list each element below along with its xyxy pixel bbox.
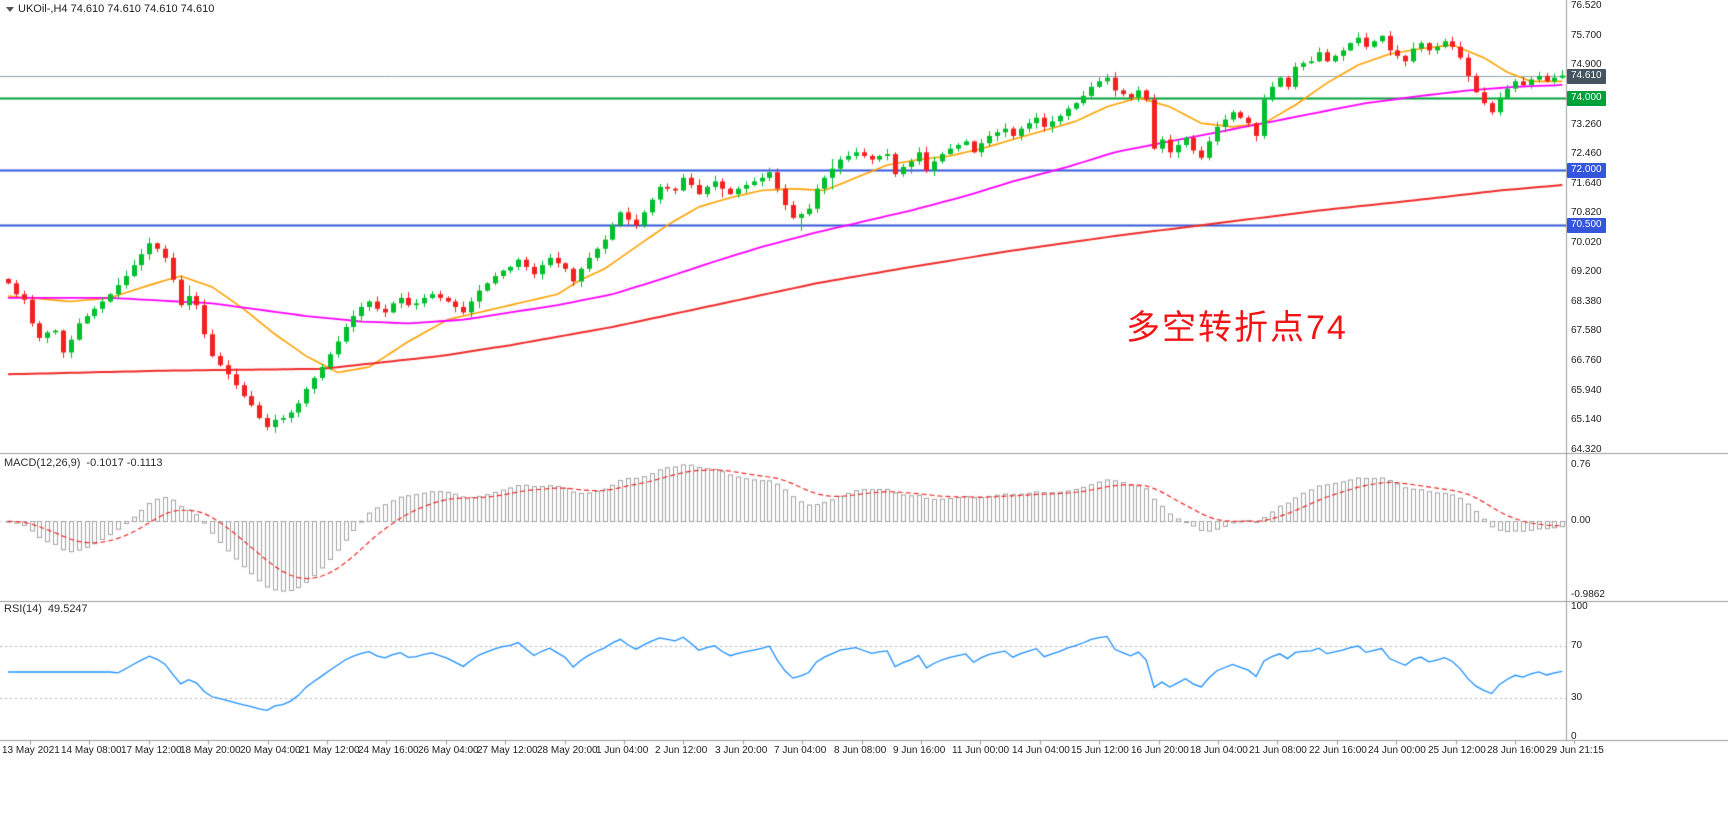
time-axis-label: 9 Jun 16:00 bbox=[893, 745, 946, 756]
time-axis-label: 20 May 04:00 bbox=[240, 745, 301, 756]
price-badge-level-72000: 72.000 bbox=[1567, 163, 1606, 178]
macd-values: -0.1017 -0.1113 bbox=[86, 457, 163, 469]
time-axis-label: 8 Jun 08:00 bbox=[834, 745, 887, 756]
time-axis-label: 17 May 12:00 bbox=[121, 745, 182, 756]
time-axis-label: 26 May 04:00 bbox=[418, 745, 479, 756]
time-axis-label: 2 Jun 12:00 bbox=[655, 745, 708, 756]
macd-axis-label: 0.00 bbox=[1571, 515, 1591, 526]
rsi-axis-label: 70 bbox=[1571, 640, 1583, 651]
time-axis-label: 27 May 12:00 bbox=[477, 745, 538, 756]
time-axis-label: 21 May 12:00 bbox=[299, 745, 360, 756]
time-axis-label: 21 Jun 08:00 bbox=[1249, 745, 1307, 756]
rsi-value: 49.5247 bbox=[47, 603, 88, 615]
macd-name: MACD(12,26,9) bbox=[4, 457, 81, 469]
time-axis-label: 22 Jun 16:00 bbox=[1309, 745, 1367, 756]
rsi-axis-label: 30 bbox=[1571, 692, 1583, 703]
price-axis-label: 67.580 bbox=[1571, 325, 1602, 336]
price-axis-label: 74.900 bbox=[1571, 59, 1602, 70]
rsi-indicator-label: RSI(14) 49.5247 bbox=[4, 603, 88, 615]
macd-axis-label: -0.9862 bbox=[1571, 589, 1605, 600]
price-axis-label: 72.460 bbox=[1571, 148, 1602, 159]
time-axis-label: 7 Jun 04:00 bbox=[774, 745, 827, 756]
price-axis-label: 65.940 bbox=[1571, 385, 1602, 396]
time-axis-label: 11 Jun 00:00 bbox=[952, 745, 1010, 756]
time-axis-label: 14 May 08:00 bbox=[61, 745, 122, 756]
price-axis-label: 66.760 bbox=[1571, 355, 1602, 366]
price-axis-label: 75.700 bbox=[1571, 30, 1602, 41]
time-axis-label: 14 Jun 04:00 bbox=[1012, 745, 1070, 756]
chart-title: UKOil-,H4 74.610 74.610 74.610 74.610 bbox=[6, 3, 214, 15]
time-axis-label: 16 Jun 20:00 bbox=[1131, 745, 1189, 756]
time-axis-label: 24 Jun 00:00 bbox=[1368, 745, 1426, 756]
time-axis-label: 29 Jun 21:15 bbox=[1546, 745, 1604, 756]
time-axis-label: 15 Jun 12:00 bbox=[1071, 745, 1129, 756]
price-axis-label: 76.520 bbox=[1571, 0, 1602, 11]
price-axis-label: 65.140 bbox=[1571, 414, 1602, 425]
chart-canvas[interactable] bbox=[0, 0, 1728, 770]
macd-indicator-label: MACD(12,26,9) -0.1017 -0.1113 bbox=[4, 457, 162, 469]
time-axis-label: 28 Jun 16:00 bbox=[1487, 745, 1545, 756]
price-axis-label: 71.640 bbox=[1571, 178, 1602, 189]
price-axis-label: 73.260 bbox=[1571, 119, 1602, 130]
macd-axis-label: 0.76 bbox=[1571, 459, 1591, 470]
time-axis-label: 25 Jun 12:00 bbox=[1428, 745, 1486, 756]
time-axis-label: 28 May 20:00 bbox=[537, 745, 598, 756]
symbol-dropdown-icon[interactable] bbox=[6, 6, 14, 12]
rsi-axis-label: 100 bbox=[1571, 601, 1588, 612]
price-axis-label: 70.020 bbox=[1571, 237, 1602, 248]
time-axis-label: 3 Jun 20:00 bbox=[715, 745, 768, 756]
time-axis-label: 18 Jun 04:00 bbox=[1190, 745, 1248, 756]
price-axis-label: 68.380 bbox=[1571, 296, 1602, 307]
time-axis-label: 13 May 2021 bbox=[2, 745, 60, 756]
time-axis-label: 24 May 16:00 bbox=[358, 745, 419, 756]
price-badge-level-70500: 70.500 bbox=[1567, 218, 1606, 233]
price-badge-level-74000: 74.000 bbox=[1567, 91, 1606, 106]
price-axis-label: 64.320 bbox=[1571, 444, 1602, 455]
ohlc-values: 74.610 74.610 74.610 74.610 bbox=[70, 3, 215, 15]
time-axis-label: 18 May 20:00 bbox=[180, 745, 241, 756]
price-axis-label: 69.200 bbox=[1571, 266, 1602, 277]
rsi-axis-label: 0 bbox=[1571, 731, 1577, 742]
rsi-name: RSI(14) bbox=[4, 603, 42, 615]
time-axis-label: 1 Jun 04:00 bbox=[596, 745, 649, 756]
price-axis-label: 70.820 bbox=[1571, 207, 1602, 218]
price-badge-current-price-line: 74.610 bbox=[1567, 69, 1606, 84]
symbol-label: UKOil-,H4 bbox=[18, 3, 68, 15]
chart-annotation-text: 多空转折点74 bbox=[1126, 309, 1348, 347]
